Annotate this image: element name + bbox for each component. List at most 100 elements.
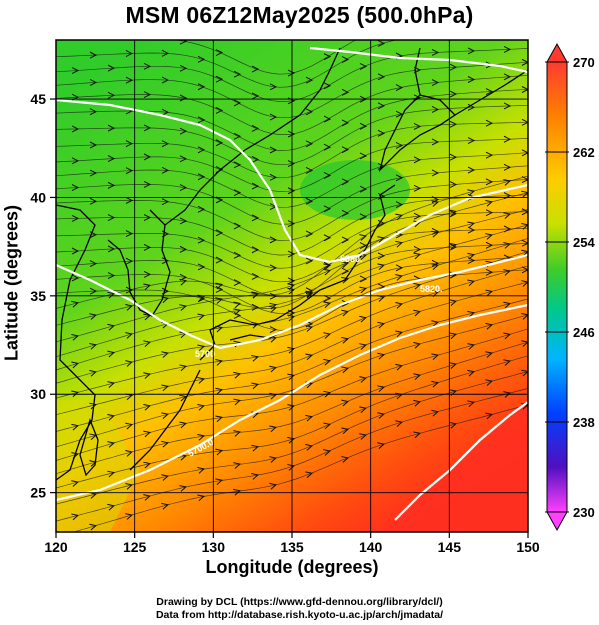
wind-arrow [359,286,368,294]
wind-arrow [143,91,152,99]
wind-arrow [341,309,350,317]
wind-arrow [449,209,458,217]
wind-arrow [107,350,116,358]
wind-arrow [269,264,278,272]
wind-arrow [89,141,98,149]
wind-arrow [251,354,260,362]
wind-arrow [341,456,350,463]
wind-arrow [341,236,350,244]
x-tick-label: 120 [44,539,68,555]
wind-arrow [323,268,332,276]
data-credit: Data from http://database.rish.kyoto-u.a… [155,609,444,621]
wind-arrow [269,365,278,373]
wind-arrow [71,125,80,133]
wind-arrow [485,199,494,207]
wind-arrow [179,394,188,402]
wind-arrow [467,189,476,196]
wind-arrow [323,205,332,213]
wind-arrow [323,53,332,61]
wind-arrow [107,381,116,388]
wind-arrow [215,49,224,56]
wind-arrow [215,448,224,456]
wind-arrow [233,430,242,437]
wind-arrow [341,88,350,96]
wind-arrow [431,200,440,207]
wind-arrow [341,427,350,435]
wind-arrow [503,332,512,340]
wind-arrow [485,268,494,276]
wind-arrow [341,146,350,154]
colorbar-tick-label: 262 [573,145,595,160]
wind-arrow [71,247,80,255]
y-tick-label: 25 [30,485,46,501]
wind-arrow [431,259,440,267]
wind-arrow [503,135,512,143]
wind-arrow [125,50,134,57]
wind-arrow [71,423,80,431]
wind-arrow [341,209,350,217]
wind-arrow [233,371,242,379]
wind-arrow [89,197,98,205]
wind-arrow [107,470,116,478]
wind-arrow [107,91,116,99]
wind-arrow [305,291,314,299]
wind-arrow [467,166,476,174]
wind-arrow [233,222,242,230]
wind-arrow [251,272,260,280]
wind-arrow [431,79,440,86]
coastlines [56,47,528,481]
wind-arrow [323,358,332,366]
wind-arrow [233,308,242,316]
wind-arrow [431,169,440,177]
wind-arrow [341,56,350,64]
wind-arrow [251,246,260,254]
wind-arrow [305,471,314,479]
wind-arrow [323,234,332,242]
wind-arrow [341,300,350,307]
wind-arrow [377,252,386,260]
wind-arrow [395,201,404,209]
x-tick-label: 150 [516,539,540,555]
wind-arrow [323,332,332,339]
wind-arrow [431,380,440,388]
cool-region [300,160,410,220]
drawing-credit: Drawing by DCL (https://www.gfd-dennou.o… [156,596,443,608]
wind-arrow [377,236,386,243]
wind-arrow [503,45,512,53]
wind-arrow [161,140,170,148]
wind-arrow [197,83,206,91]
wind-arrow [467,137,476,145]
wind-arrow [323,422,332,430]
wind-arrow [233,132,242,140]
wind-arrow [485,412,494,420]
wind-arrow [89,523,98,531]
wind-arrow [287,220,296,228]
wind-arrow [395,420,404,427]
wind-arrow [71,184,80,191]
wind-arrow [125,304,134,311]
wind-arrow [233,251,242,259]
wind-arrow [161,474,170,481]
wind-arrow [287,283,296,290]
wind-arrow [287,277,296,285]
wind-arrow [197,403,206,411]
wind-arrow [521,118,528,126]
wind-arrow [125,140,134,148]
wind-arrow [395,330,404,338]
wind-arrow [89,79,98,86]
wind-arrow [377,442,386,449]
wind-arrow [89,313,98,320]
wind-arrow [251,65,260,73]
wind-arrow [269,456,278,463]
wind-arrow [161,166,170,174]
wind-arrow [251,92,260,100]
wind-arrow [107,181,116,189]
wind-arrow [449,181,458,188]
wind-arrow [143,153,152,161]
wind-arrow [197,173,206,181]
colorbar-tick-label: 238 [573,415,595,430]
wind-arrow [359,122,368,130]
wind-arrow [287,404,296,411]
wind-arrow [359,406,368,414]
wind-arrow [431,263,440,271]
